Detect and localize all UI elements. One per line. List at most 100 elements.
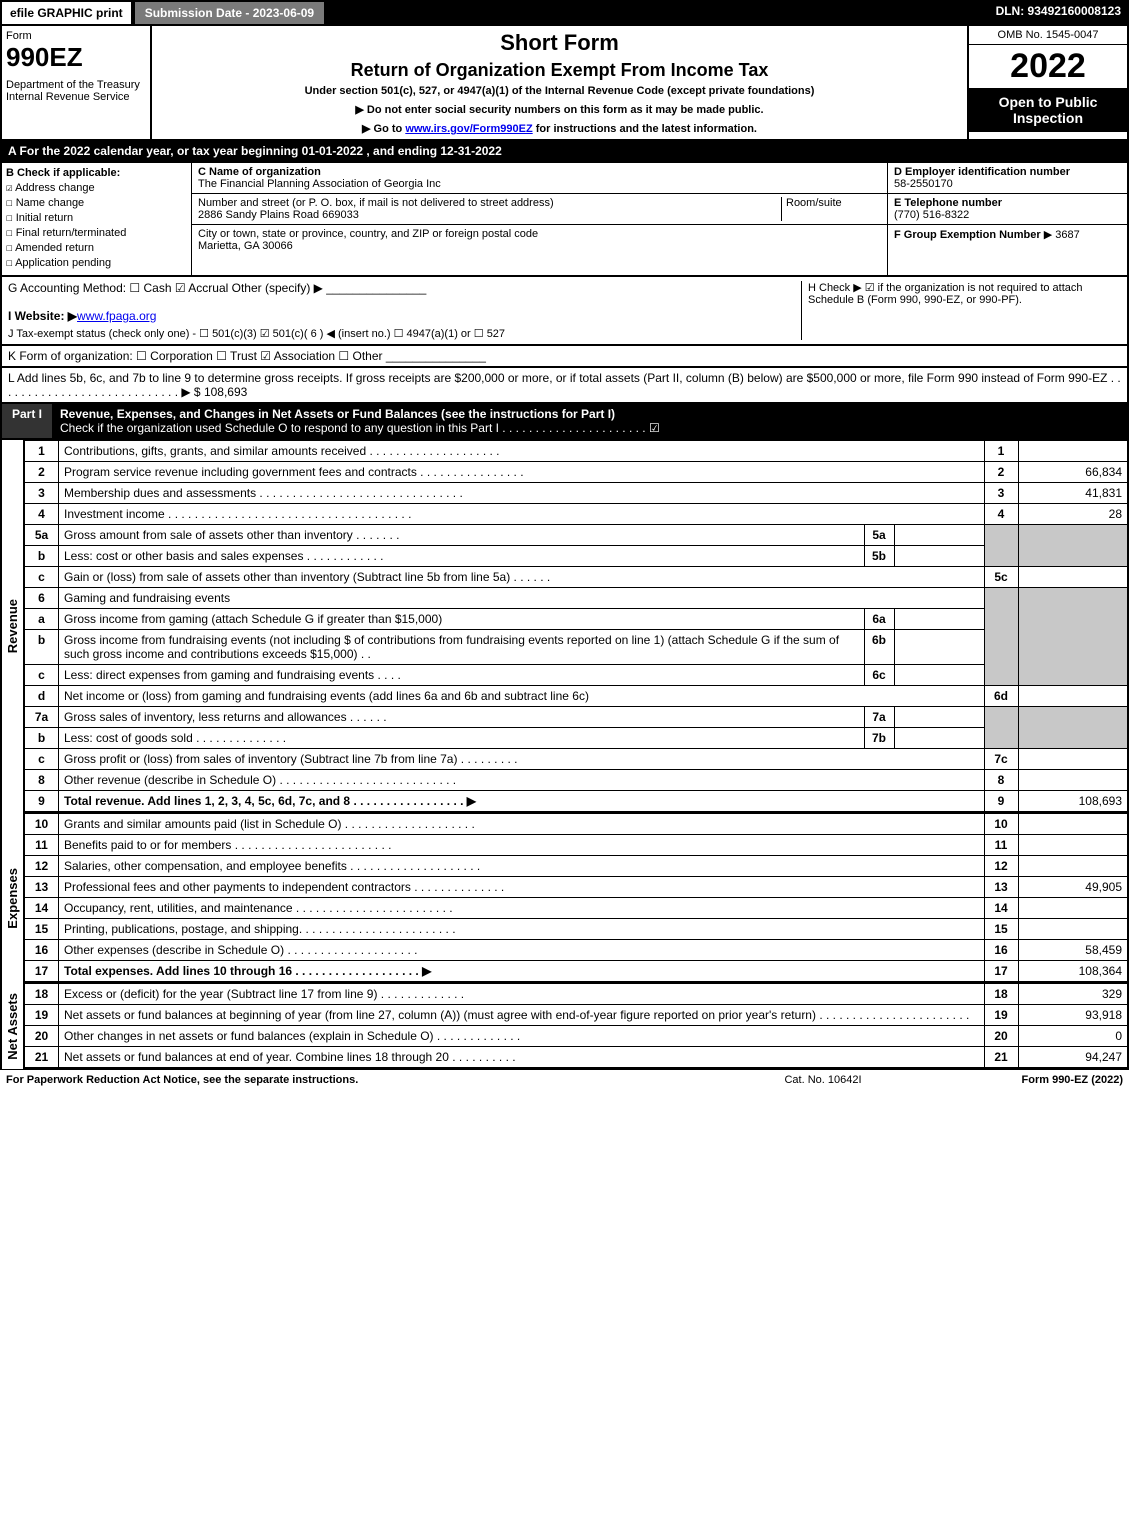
revenue-vlabel: Revenue [2, 440, 24, 813]
line-desc: Gross income from fundraising events (no… [59, 630, 865, 665]
line-val [1018, 686, 1128, 707]
form-label: Form [6, 30, 146, 42]
line-num: c [25, 665, 59, 686]
table-row: 21Net assets or fund balances at end of … [25, 1047, 1129, 1069]
line-ref: 19 [984, 1005, 1018, 1026]
line-I: I Website: ▶www.fpaga.org [8, 309, 801, 323]
efile-label[interactable]: efile GRAPHIC print [0, 0, 133, 26]
part-tag: Part I [2, 404, 52, 438]
chk-final-return[interactable]: ☐ Final return/terminated [6, 226, 187, 239]
table-row: 14Occupancy, rent, utilities, and mainte… [25, 898, 1129, 919]
line-num: 9 [25, 791, 59, 813]
line-val: 94,247 [1018, 1047, 1128, 1069]
checkbox-icon: ☐ [6, 211, 13, 224]
line-ref: 12 [984, 856, 1018, 877]
line-val [1018, 814, 1128, 835]
line-desc: Net assets or fund balances at end of ye… [59, 1047, 985, 1069]
tax-year: 2022 [969, 45, 1127, 88]
line-num: b [25, 728, 59, 749]
line-ref: 7c [984, 749, 1018, 770]
line-desc: Benefits paid to or for members . . . . … [59, 835, 985, 856]
line-num: 4 [25, 504, 59, 525]
line-desc: Salaries, other compensation, and employ… [59, 856, 985, 877]
table-row: bGross income from fundraising events (n… [25, 630, 1129, 665]
line-ref: 10 [984, 814, 1018, 835]
line-val: 108,693 [1018, 791, 1128, 813]
b2-pre: ▶ Go to [362, 123, 405, 135]
top-bar: efile GRAPHIC print Submission Date - 20… [0, 0, 1129, 26]
chk-application-pending[interactable]: ☐ Application pending [6, 256, 187, 269]
D-label: D Employer identification number [894, 166, 1070, 178]
line-val: 108,364 [1018, 961, 1128, 983]
form-header: Form 990EZ Department of the Treasury In… [0, 26, 1129, 141]
line-num: 18 [25, 984, 59, 1005]
header-right: OMB No. 1545-0047 2022 Open to Public In… [967, 26, 1127, 139]
line-desc: Less: cost of goods sold . . . . . . . .… [59, 728, 865, 749]
line-num: 21 [25, 1047, 59, 1069]
table-row: 17Total expenses. Add lines 10 through 1… [25, 961, 1129, 983]
mid-val [894, 707, 984, 728]
mid-ref: 7b [864, 728, 894, 749]
department: Department of the Treasury Internal Reve… [6, 79, 146, 103]
table-row: 15Printing, publications, postage, and s… [25, 919, 1129, 940]
line-desc: Net assets or fund balances at beginning… [59, 1005, 985, 1026]
line-num: b [25, 546, 59, 567]
form-title: Short Form [156, 30, 963, 56]
submission-date: Submission Date - 2023-06-09 [133, 0, 326, 26]
line-num: 12 [25, 856, 59, 877]
line-K: K Form of organization: ☐ Corporation ☐ … [0, 346, 1129, 368]
line-desc: Net income or (loss) from gaming and fun… [59, 686, 985, 707]
line-desc: Gross sales of inventory, less returns a… [59, 707, 865, 728]
group-value: ▶ 3687 [1044, 229, 1080, 241]
irs-link[interactable]: www.irs.gov/Form990EZ [405, 123, 532, 135]
part-1-header: Part I Revenue, Expenses, and Changes in… [0, 404, 1129, 440]
line-G: G Accounting Method: ☐ Cash ☑ Accrual Ot… [8, 281, 801, 295]
line-ref: 11 [984, 835, 1018, 856]
line-desc: Gross amount from sale of assets other t… [59, 525, 865, 546]
dln: DLN: 93492160008123 [988, 0, 1129, 26]
line-val: 41,831 [1018, 483, 1128, 504]
line-val [1018, 919, 1128, 940]
checkbox-icon: ☐ [6, 226, 13, 239]
line-num: 15 [25, 919, 59, 940]
expenses-section: Expenses 10Grants and similar amounts pa… [0, 813, 1129, 983]
mid-val [894, 728, 984, 749]
line-ref: 20 [984, 1026, 1018, 1047]
netassets-vlabel: Net Assets [2, 983, 24, 1069]
table-row: 3Membership dues and assessments . . . .… [25, 483, 1129, 504]
bullet-1: ▶ Do not enter social security numbers o… [156, 103, 963, 116]
checkbox-icon: ☐ [6, 196, 13, 209]
line-ref: 14 [984, 898, 1018, 919]
line-num: 3 [25, 483, 59, 504]
line-ref: 4 [984, 504, 1018, 525]
section-B: B Check if applicable: ☑ Address change … [2, 163, 192, 275]
chk-initial-return[interactable]: ☐ Initial return [6, 211, 187, 224]
line-L: L Add lines 5b, 6c, and 7b to line 9 to … [0, 368, 1129, 404]
chk-name-change[interactable]: ☐ Name change [6, 196, 187, 209]
line-ref: 3 [984, 483, 1018, 504]
line-ref: 21 [984, 1047, 1018, 1069]
line-num: 7a [25, 707, 59, 728]
phone-value: (770) 516-8322 [894, 209, 969, 221]
chk-amended-return[interactable]: ☐ Amended return [6, 241, 187, 254]
line-num: 1 [25, 441, 59, 462]
mid-val [894, 665, 984, 686]
website-link[interactable]: www.fpaga.org [77, 309, 156, 323]
line-desc: Excess or (deficit) for the year (Subtra… [59, 984, 985, 1005]
line-J: J Tax-exempt status (check only one) - ☐… [8, 327, 801, 340]
b2-post: for instructions and the latest informat… [533, 123, 757, 135]
line-num: b [25, 630, 59, 665]
line-num: 5a [25, 525, 59, 546]
line-num: c [25, 749, 59, 770]
mid-ref: 5b [864, 546, 894, 567]
chk-address-change[interactable]: ☑ Address change [6, 181, 187, 194]
line-desc: Gross income from gaming (attach Schedul… [59, 609, 865, 630]
footer-right: Form 990-EZ (2022) [923, 1074, 1123, 1086]
line-val: 58,459 [1018, 940, 1128, 961]
table-row: 10Grants and similar amounts paid (list … [25, 814, 1129, 835]
line-num: c [25, 567, 59, 588]
line-val: 93,918 [1018, 1005, 1128, 1026]
line-desc: Occupancy, rent, utilities, and maintena… [59, 898, 985, 919]
line-ref: 1 [984, 441, 1018, 462]
line-num: 19 [25, 1005, 59, 1026]
